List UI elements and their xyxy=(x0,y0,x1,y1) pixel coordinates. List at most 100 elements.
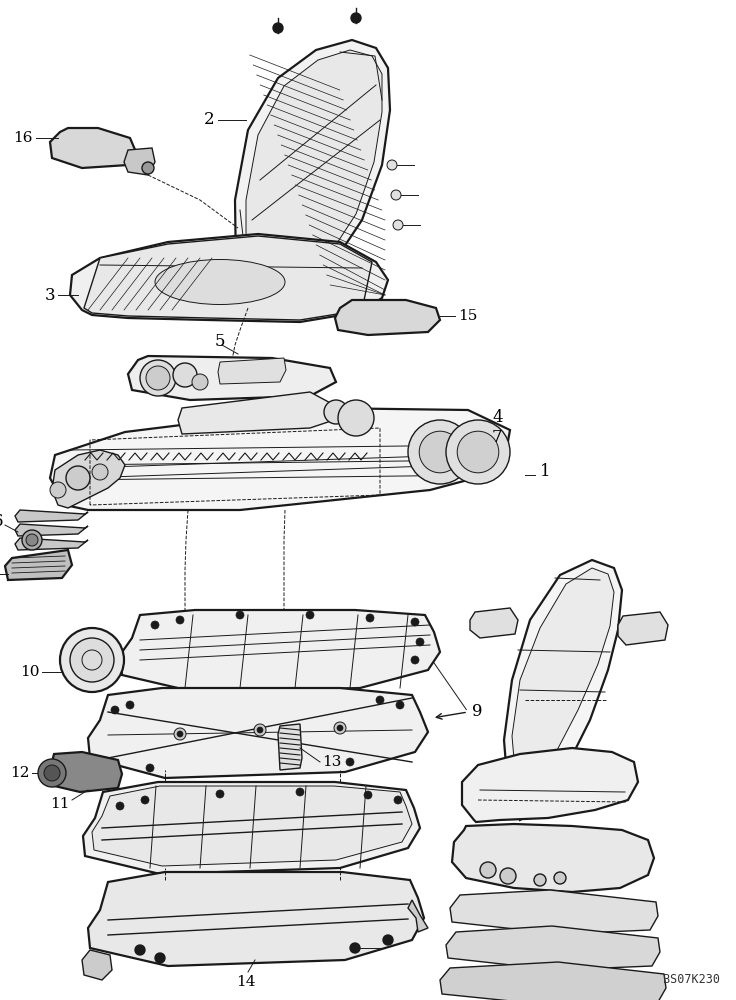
Circle shape xyxy=(236,611,244,619)
Circle shape xyxy=(383,935,393,945)
Circle shape xyxy=(50,482,66,498)
Circle shape xyxy=(176,616,184,624)
Circle shape xyxy=(554,872,566,884)
Circle shape xyxy=(480,862,496,878)
Circle shape xyxy=(500,868,516,884)
Circle shape xyxy=(44,765,60,781)
Polygon shape xyxy=(218,358,286,384)
Text: BS07K230: BS07K230 xyxy=(663,973,720,986)
Circle shape xyxy=(408,420,472,484)
Circle shape xyxy=(338,400,374,436)
Circle shape xyxy=(324,400,348,424)
Polygon shape xyxy=(5,550,72,580)
Text: 14: 14 xyxy=(236,975,255,989)
Circle shape xyxy=(174,728,186,740)
Ellipse shape xyxy=(155,259,285,304)
Circle shape xyxy=(296,788,304,796)
Circle shape xyxy=(306,611,314,619)
Polygon shape xyxy=(120,610,440,692)
Circle shape xyxy=(366,614,374,622)
Polygon shape xyxy=(70,234,388,322)
Polygon shape xyxy=(452,824,654,892)
Circle shape xyxy=(364,791,372,799)
Text: 2: 2 xyxy=(203,111,214,128)
Text: 16: 16 xyxy=(13,131,33,145)
Text: 10: 10 xyxy=(21,665,40,679)
Circle shape xyxy=(254,724,266,736)
Polygon shape xyxy=(335,300,440,335)
Circle shape xyxy=(376,696,384,704)
Text: 4: 4 xyxy=(492,410,503,426)
Polygon shape xyxy=(178,392,340,434)
Polygon shape xyxy=(15,510,88,522)
Circle shape xyxy=(173,363,197,387)
Text: 15: 15 xyxy=(458,309,478,323)
Circle shape xyxy=(135,945,145,955)
Polygon shape xyxy=(83,782,420,874)
Circle shape xyxy=(70,638,114,682)
Circle shape xyxy=(126,701,134,709)
Polygon shape xyxy=(440,962,666,1000)
Circle shape xyxy=(337,725,343,731)
Circle shape xyxy=(60,628,124,692)
Circle shape xyxy=(141,796,149,804)
Polygon shape xyxy=(235,40,390,310)
Circle shape xyxy=(216,790,224,798)
Circle shape xyxy=(416,638,424,646)
Circle shape xyxy=(22,530,42,550)
Polygon shape xyxy=(15,538,88,550)
Polygon shape xyxy=(446,926,660,970)
Text: 11: 11 xyxy=(51,797,70,811)
Polygon shape xyxy=(15,524,88,536)
Circle shape xyxy=(38,759,66,787)
Polygon shape xyxy=(470,608,518,638)
Circle shape xyxy=(155,953,165,963)
Circle shape xyxy=(394,796,402,804)
Circle shape xyxy=(151,621,159,629)
Circle shape xyxy=(411,656,419,664)
Circle shape xyxy=(192,374,208,390)
Circle shape xyxy=(420,431,461,473)
Polygon shape xyxy=(512,568,614,812)
Circle shape xyxy=(351,13,361,23)
Polygon shape xyxy=(50,128,136,168)
Circle shape xyxy=(393,220,403,230)
Text: 5: 5 xyxy=(215,334,225,351)
Text: 7: 7 xyxy=(492,430,503,446)
Text: 1: 1 xyxy=(540,464,551,481)
Text: 6: 6 xyxy=(0,514,3,530)
Text: 9: 9 xyxy=(472,704,483,720)
Polygon shape xyxy=(618,612,668,645)
Circle shape xyxy=(66,466,90,490)
Circle shape xyxy=(111,706,119,714)
Polygon shape xyxy=(450,890,658,934)
Polygon shape xyxy=(82,950,112,980)
Circle shape xyxy=(273,23,283,33)
Polygon shape xyxy=(124,148,155,175)
Polygon shape xyxy=(52,450,125,508)
Circle shape xyxy=(142,162,154,174)
Polygon shape xyxy=(88,872,424,966)
Circle shape xyxy=(146,366,170,390)
Polygon shape xyxy=(88,688,428,778)
Polygon shape xyxy=(504,560,622,820)
Circle shape xyxy=(396,701,404,709)
Polygon shape xyxy=(50,408,510,510)
Circle shape xyxy=(140,360,176,396)
Circle shape xyxy=(334,722,346,734)
Circle shape xyxy=(146,764,154,772)
Polygon shape xyxy=(92,786,412,866)
Polygon shape xyxy=(462,748,638,822)
Polygon shape xyxy=(128,356,336,400)
Circle shape xyxy=(92,464,108,480)
Circle shape xyxy=(411,618,419,626)
Polygon shape xyxy=(246,50,382,302)
Polygon shape xyxy=(408,900,428,932)
Text: 3: 3 xyxy=(44,286,55,304)
Circle shape xyxy=(346,758,354,766)
Circle shape xyxy=(534,874,546,886)
Circle shape xyxy=(116,802,124,810)
Circle shape xyxy=(26,534,38,546)
Circle shape xyxy=(391,190,401,200)
Polygon shape xyxy=(44,752,122,792)
